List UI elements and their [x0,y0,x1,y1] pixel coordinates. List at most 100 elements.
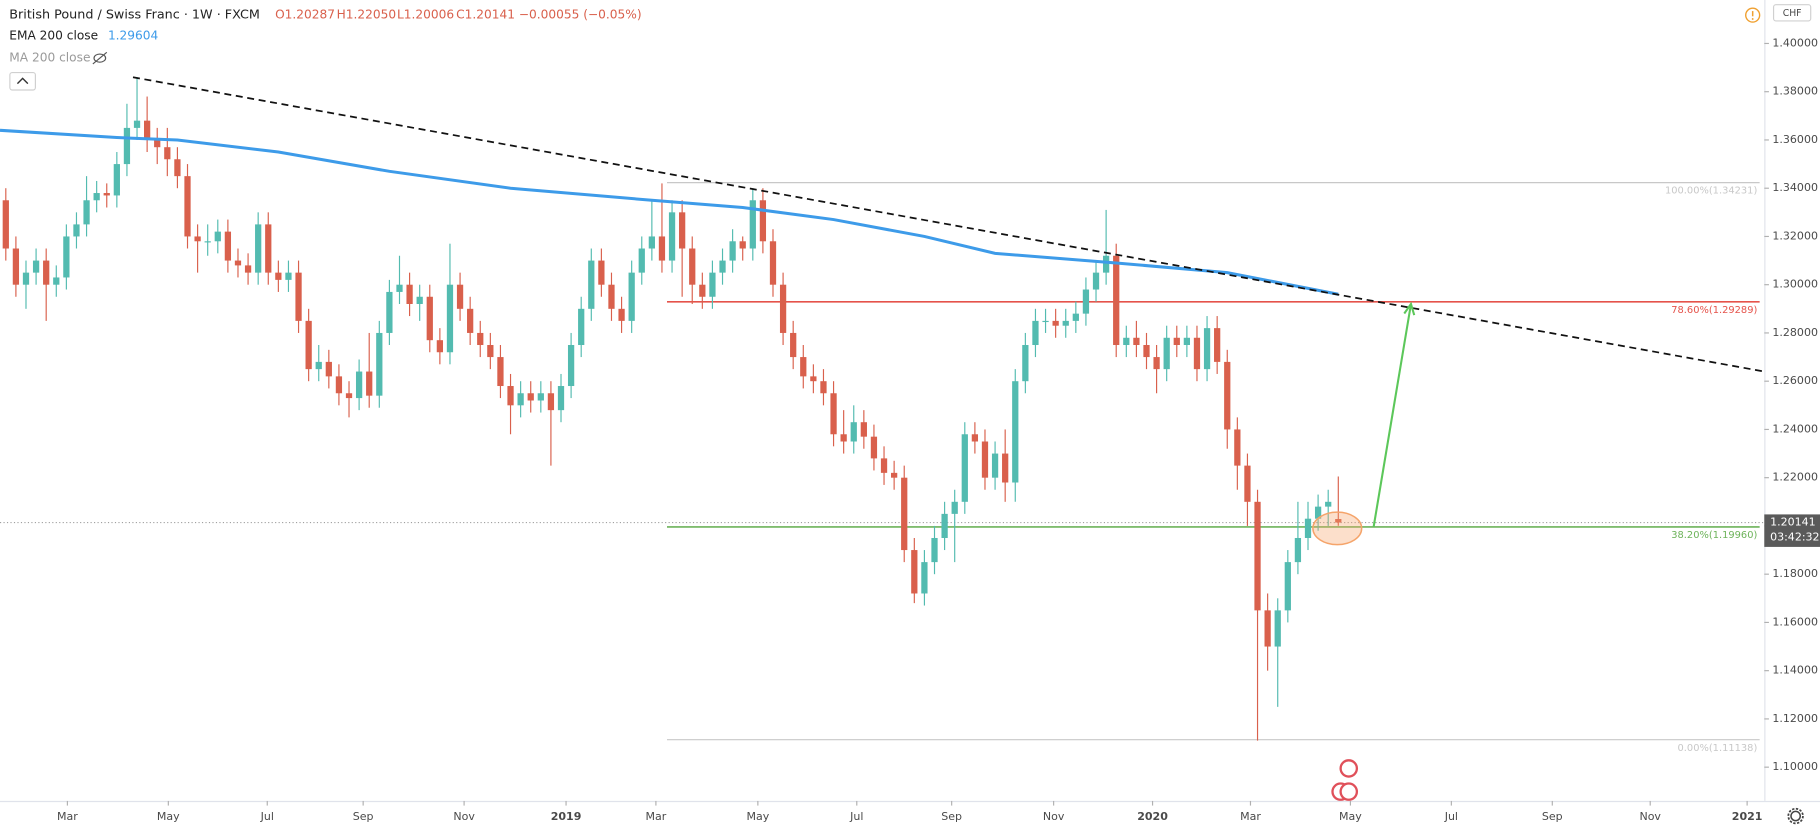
candle-body [1072,313,1079,321]
candle-body [941,513,948,538]
candle-body [265,224,272,273]
candle-body [214,231,221,242]
candle-body [305,320,312,370]
candle-body [739,241,746,249]
candle-body [1113,255,1120,346]
y-tick-label: 1.40000 [1772,36,1818,49]
candle-body [850,422,857,442]
candle-body [325,361,332,377]
candle-body [396,284,403,292]
last-price-box [1764,514,1820,547]
x-tick-label: Jul [1444,810,1458,823]
candle-body [43,260,50,285]
fib-label: 38.20%(1.19960) [1671,530,1757,541]
candle-body [1254,501,1261,611]
indicator-value: 1.29604 [108,29,159,43]
candle-body [1022,345,1029,382]
candle-body [184,176,191,237]
candle-body [164,147,171,160]
candle-body [891,472,898,478]
candle-body [335,376,343,394]
candle-body [234,260,242,266]
currency-box[interactable] [1772,4,1812,22]
candle-body [12,248,20,285]
y-tick-label: 1.24000 [1772,422,1818,435]
candle-body [901,477,908,551]
candle-body [911,550,918,594]
candle-body [618,308,625,321]
x-tick-label: Mar [57,810,78,823]
candle-body [1183,337,1191,346]
candle-body [446,284,454,353]
candle-body [1002,453,1009,483]
candle-body [800,357,807,377]
candle-body [921,562,928,594]
candle-body [507,386,514,406]
candle-body [285,272,292,280]
candle-body [1153,357,1160,370]
x-tick-label: May [157,810,180,823]
candle-body [477,332,484,346]
candle-body [1173,337,1180,346]
candle-body [1163,337,1170,370]
candle-body [113,164,120,196]
warning-icon[interactable] [1745,7,1761,23]
y-tick-label: 1.14000 [1772,664,1818,677]
candle-body [244,265,252,273]
last-price-label: 1.20141 [1770,516,1816,529]
candle-body [376,332,383,396]
candle-body [699,284,706,297]
x-tick-label: May [746,810,769,823]
candle-body [224,231,232,261]
currency: CHF [1783,8,1802,19]
y-tick-label: 1.30000 [1772,278,1818,291]
y-tick-label: 1.12000 [1772,712,1818,725]
candle-body [366,371,373,396]
x-tick-label: Sep [1542,810,1563,823]
candle-body [426,296,433,341]
candle-body [355,371,363,399]
y-tick-label: 1.22000 [1772,471,1818,484]
candle-body [759,200,767,242]
hidden-icon[interactable] [92,51,108,65]
candle-body [830,393,837,435]
candle-body [820,381,827,394]
candle-body [880,458,888,473]
candle-body [1274,610,1281,647]
x-tick-label: May [1339,810,1362,823]
indicator-name[interactable]: EMA 200 close [9,29,98,43]
indicator-name[interactable]: MA 200 close [9,51,90,65]
candle-body [749,200,756,249]
candle-body [275,272,282,280]
labels: British Pound / Swiss Franc · 1W · FXCM … [9,4,1820,825]
candle-body [1062,320,1069,326]
candle-body [658,236,666,261]
candle-body [154,139,161,148]
collapse-button[interactable] [9,72,36,91]
event-icons[interactable] [1331,759,1359,801]
low-value: L1.20006 [397,8,454,22]
x-tick-label: Mar [645,810,666,823]
candle-body [1335,519,1342,523]
candle-body [840,434,847,442]
candle-body [436,340,444,353]
x-tick-label: Nov [1639,810,1661,823]
candle-body [53,277,60,285]
candle-body [73,224,80,237]
fib-label: 100.00%(1.34231) [1665,186,1757,197]
candle-body [1123,337,1130,346]
candle-body [133,120,141,128]
candle-body [557,386,565,411]
candle-body [517,393,524,406]
candle-body [689,248,696,285]
settings-icon[interactable] [1787,807,1804,825]
open-value: O1.20287 [275,8,335,22]
trend-line [132,76,1765,373]
candle-body [860,422,867,437]
candle-body [1143,345,1150,358]
candle-body [1012,381,1019,483]
candle-body [345,393,353,399]
candle-body [1092,272,1100,290]
